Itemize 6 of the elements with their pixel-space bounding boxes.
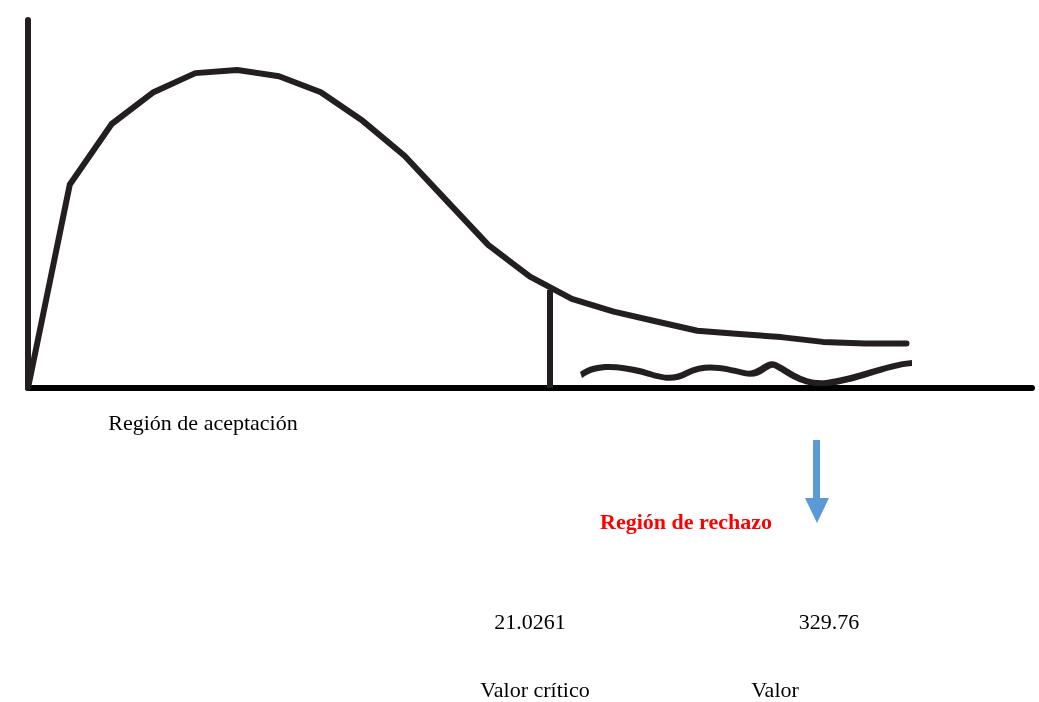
text: 329.76 — [798, 609, 860, 635]
text: Valor crítico — [480, 677, 590, 702]
text: Región de rechazo — [600, 509, 772, 535]
text: Región de aceptación — [108, 410, 298, 436]
text: 21.0261 — [494, 609, 566, 635]
text: Valor — [751, 677, 799, 702]
